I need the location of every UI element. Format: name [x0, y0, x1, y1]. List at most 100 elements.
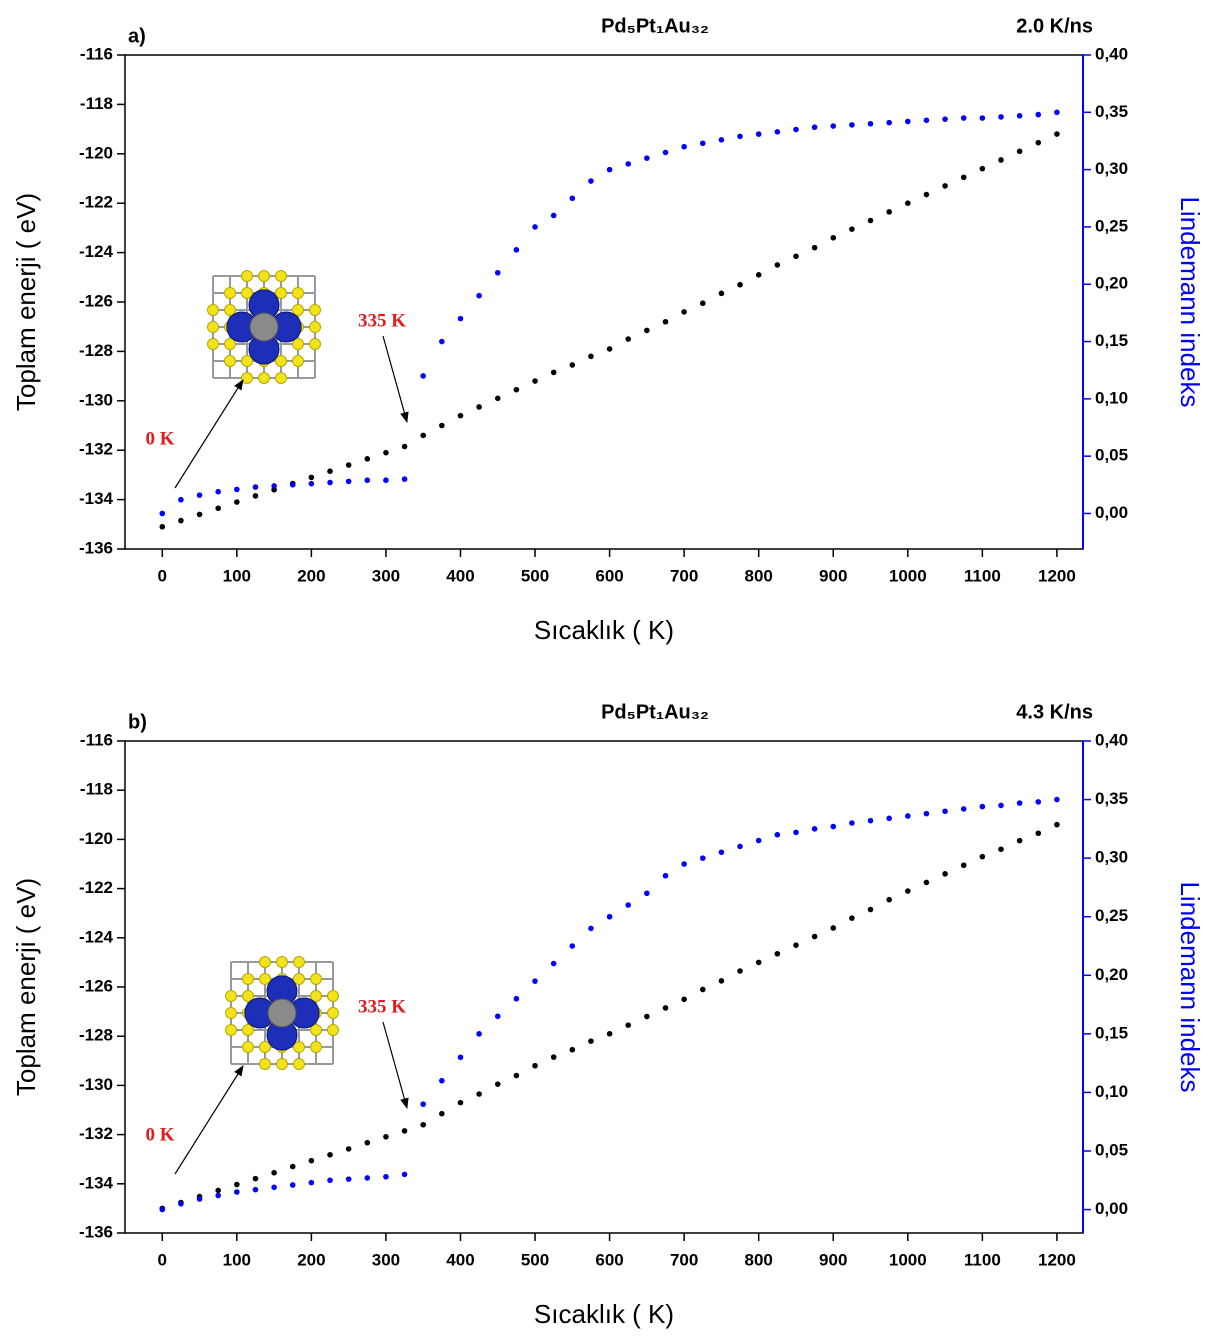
data-point	[457, 315, 464, 322]
data-point	[998, 846, 1004, 853]
y-tick-label: -122	[79, 193, 113, 212]
y2-tick-label: 0,25	[1095, 216, 1128, 235]
y-tick-label: -132	[79, 1124, 113, 1143]
data-point	[662, 1005, 669, 1011]
inset-atom-au	[293, 956, 305, 968]
inset-atom-au	[224, 287, 236, 299]
data-point	[159, 1206, 166, 1213]
data-point	[867, 906, 874, 913]
x-tick-label: 200	[297, 1250, 325, 1269]
data-point	[1054, 131, 1060, 137]
data-point	[1016, 148, 1023, 155]
x-tick-label: 0	[158, 1250, 167, 1269]
inset-atom-au	[292, 355, 304, 367]
data-point	[383, 477, 389, 484]
inset-atom-au	[207, 304, 219, 316]
data-point	[532, 1062, 538, 1069]
data-point	[234, 1181, 240, 1188]
data-point	[401, 1171, 408, 1178]
data-point	[1054, 109, 1060, 116]
data-point	[532, 224, 538, 230]
data-point	[308, 1179, 315, 1186]
data-point	[998, 802, 1004, 809]
data-point	[178, 496, 184, 503]
data-point	[588, 178, 594, 184]
inset-atom-au	[293, 1058, 305, 1070]
data-point	[513, 247, 520, 253]
x-tick-label: 1000	[889, 1250, 927, 1269]
data-point	[718, 137, 725, 143]
data-point	[439, 1077, 445, 1084]
data-point	[867, 217, 874, 224]
data-point	[849, 820, 855, 826]
data-point	[178, 517, 184, 524]
data-point	[345, 1146, 352, 1152]
data-point	[625, 161, 632, 167]
data-point	[960, 806, 967, 812]
data-point	[327, 479, 333, 486]
inset-atom-au	[327, 990, 339, 1002]
data-point	[923, 191, 930, 198]
data-point	[420, 1101, 427, 1107]
data-point	[1035, 139, 1042, 146]
inset-atom-au	[241, 372, 253, 384]
data-point	[718, 978, 725, 984]
data-point	[905, 813, 911, 819]
data-point	[625, 902, 632, 908]
y-tick-label: -122	[79, 878, 113, 897]
data-point	[886, 815, 892, 822]
x-tick-label: 1200	[1038, 566, 1076, 585]
data-point	[364, 1175, 371, 1181]
data-point	[196, 492, 203, 498]
annotation: 0 K	[145, 1124, 174, 1145]
y2-tick-label: 0,35	[1095, 102, 1128, 121]
data-point	[998, 114, 1004, 120]
data-point	[215, 1192, 221, 1199]
data-point	[1035, 799, 1042, 805]
data-point	[737, 968, 743, 974]
data-point	[644, 327, 650, 334]
inset-atom-au	[241, 270, 253, 282]
inset-atom-au	[225, 1007, 237, 1019]
y-tick-label: -126	[79, 976, 113, 995]
data-point	[811, 244, 818, 251]
arrow	[174, 379, 244, 489]
data-point	[271, 1169, 277, 1176]
y2-axis-label: Lindemann indeks	[1175, 881, 1205, 1092]
data-point	[979, 803, 986, 810]
x-tick-label: 400	[446, 566, 474, 585]
y-tick-label: -136	[79, 538, 113, 557]
inset-atom-au	[225, 990, 237, 1002]
data-point	[178, 1200, 184, 1207]
data-point	[327, 1151, 333, 1158]
data-point	[569, 362, 576, 368]
x-tick-label: 900	[819, 566, 847, 585]
data-point	[737, 133, 743, 140]
data-point	[625, 1022, 632, 1028]
inset-atom-au	[327, 1024, 339, 1036]
y-axis-label: Toplam enerji ( eV)	[11, 878, 41, 1096]
data-point	[532, 978, 538, 984]
inset-atom-au	[275, 355, 287, 367]
data-point	[289, 482, 296, 488]
data-point	[494, 269, 501, 276]
data-point	[439, 338, 445, 345]
data-point	[849, 226, 855, 232]
x-tick-label: 600	[595, 566, 623, 585]
data-point	[476, 292, 482, 299]
data-point	[1035, 111, 1042, 118]
inset-atom-au	[309, 304, 321, 316]
inset-atom-au	[242, 990, 254, 1002]
data-point	[569, 1046, 576, 1053]
arrow	[174, 1065, 244, 1175]
data-point	[1016, 837, 1023, 844]
data-point	[905, 200, 911, 206]
data-point	[793, 942, 799, 948]
data-point	[811, 124, 818, 131]
data-point	[681, 143, 687, 150]
y-tick-label: -132	[79, 440, 113, 459]
data-point	[718, 849, 725, 856]
data-point	[905, 888, 911, 894]
x-tick-label: 200	[297, 566, 325, 585]
